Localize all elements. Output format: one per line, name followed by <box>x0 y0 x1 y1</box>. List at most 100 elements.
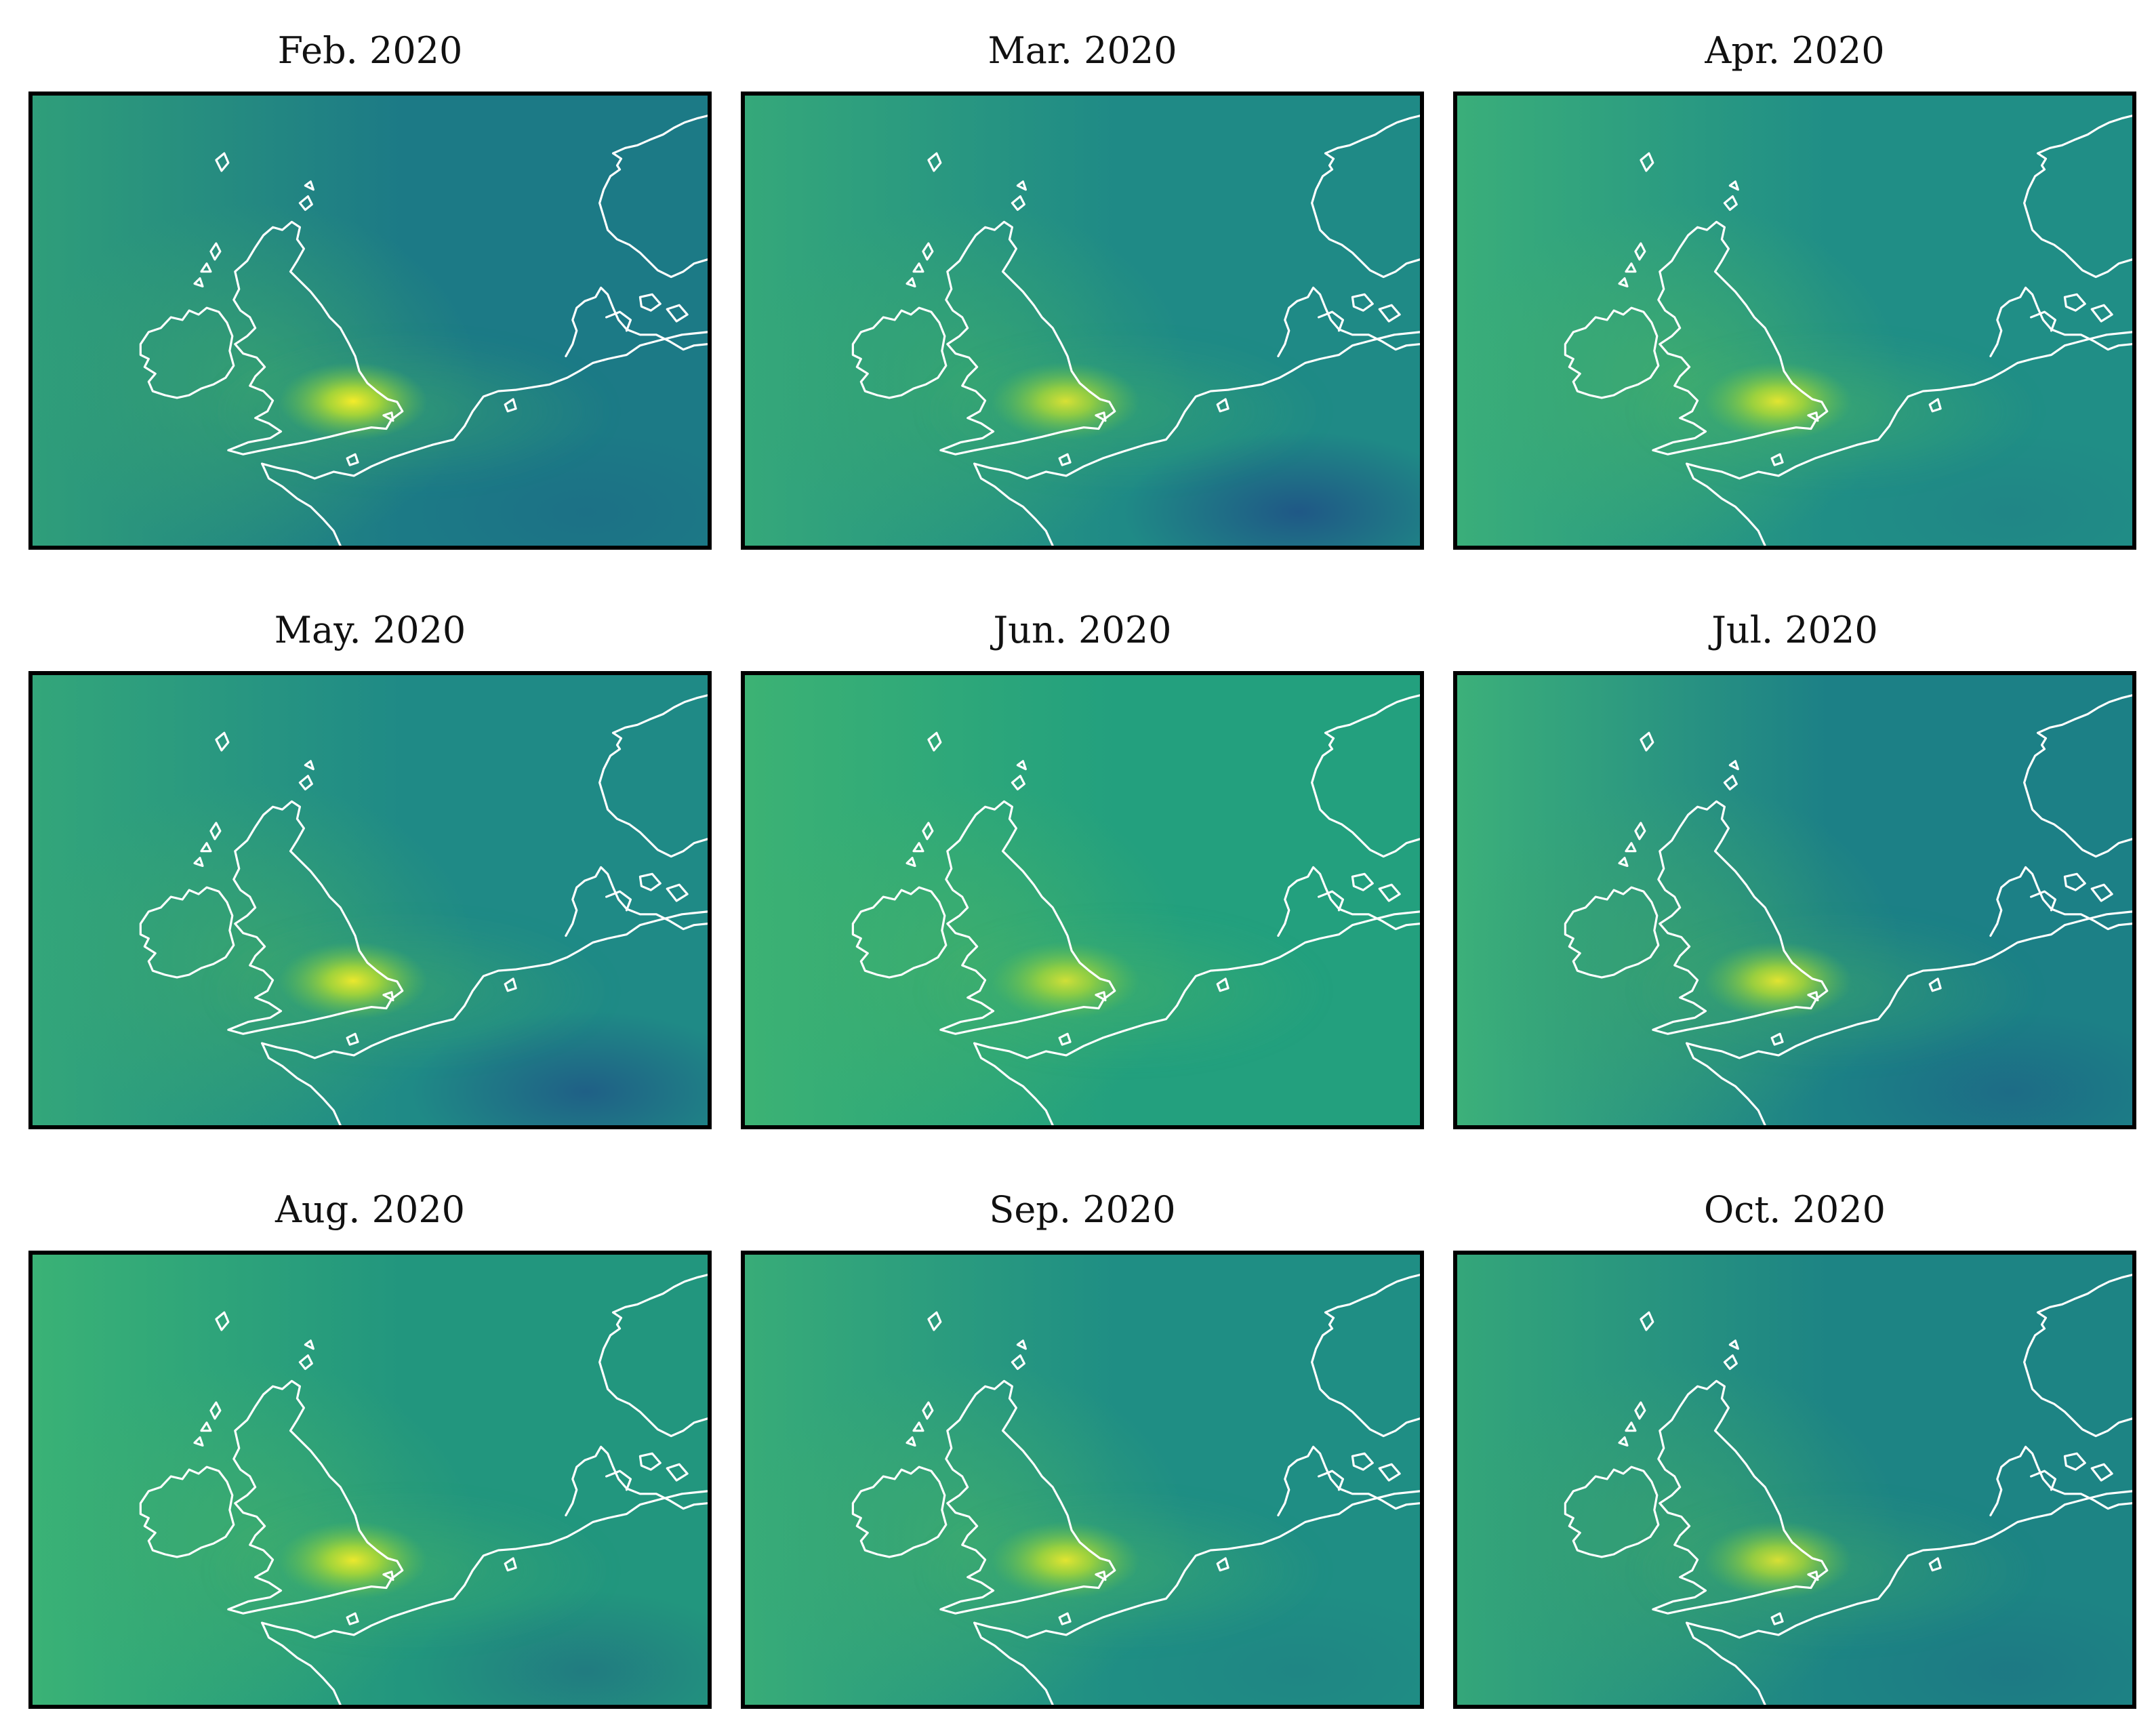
coastline-france <box>261 331 708 480</box>
coastline-denmark <box>565 1445 708 1517</box>
coastline-denmark <box>1989 286 2132 358</box>
coastline-channel <box>1770 411 1819 466</box>
coastline-channel <box>346 991 394 1046</box>
coastline-islands_ne <box>1928 1557 1942 1572</box>
coastline-ireland <box>139 886 235 979</box>
coastline-channel <box>1058 1571 1107 1625</box>
panel-title: Mar. 2020 <box>988 29 1177 72</box>
coastline-channel <box>1058 411 1107 466</box>
coastline-shetland <box>1640 1311 1654 1331</box>
coastline-france <box>973 331 1420 480</box>
coastline-shetland <box>215 152 230 172</box>
map-panel-mar-2020: Mar. 2020 <box>741 17 1424 557</box>
coastline-orkney <box>1011 760 1027 791</box>
london-hotspot <box>991 942 1140 1020</box>
coastline-brittany <box>1686 1042 1766 1125</box>
coastline-france <box>973 1490 1420 1639</box>
coastlines <box>851 694 1420 1125</box>
coastline-orkney <box>298 180 314 211</box>
map-panel-aug-2020: Aug. 2020 <box>28 1176 712 1716</box>
coastline-hebrides <box>1618 822 1646 868</box>
coastline-shetland <box>215 731 230 752</box>
coastline-hebrides <box>906 822 934 868</box>
coastline-brittany <box>973 1042 1054 1125</box>
map-panel-feb-2020: Feb. 2020 <box>28 17 712 557</box>
concentration-map <box>745 1255 1420 1705</box>
concentration-map <box>1457 96 2132 546</box>
coastline-france <box>1686 331 2132 480</box>
coastlines <box>851 1274 1420 1705</box>
coastlines <box>139 694 708 1125</box>
coastline-orkney <box>1723 1339 1739 1371</box>
coastline-orkney <box>298 1339 314 1371</box>
map-frame <box>741 92 1424 550</box>
coastline-france <box>1686 910 2132 1059</box>
coastline-denmark <box>1277 866 1420 937</box>
panel-title: Sep. 2020 <box>989 1188 1176 1231</box>
map-panel-jul-2020: Jul. 2020 <box>1453 596 2136 1136</box>
coastline-france <box>973 910 1420 1059</box>
coastline-britain <box>939 1379 1116 1615</box>
coastline-norway <box>2023 694 2132 858</box>
coastline-hebrides <box>906 242 934 288</box>
map-frame <box>28 671 712 1129</box>
london-hotspot <box>991 362 1140 441</box>
coastline-orkney <box>1011 180 1027 211</box>
coastline-france <box>261 1490 708 1639</box>
map-panel-apr-2020: Apr. 2020 <box>1453 17 2136 557</box>
coastline-ireland <box>139 306 235 399</box>
coastline-hebrides <box>193 242 222 288</box>
coastline-brittany <box>1686 462 1766 546</box>
map-panel-oct-2020: Oct. 2020 <box>1453 1176 2136 1716</box>
coastline-norway <box>2023 115 2132 279</box>
concentration-map <box>1457 1255 2132 1705</box>
coastline-france <box>1686 1490 2132 1639</box>
coastline-orkney <box>1723 760 1739 791</box>
coastline-channel <box>346 1571 394 1625</box>
london-hotspot <box>279 942 428 1020</box>
map-frame <box>1453 1251 2136 1709</box>
coastline-britain <box>227 800 404 1035</box>
coastline-islands_ne <box>1216 1557 1229 1572</box>
coastline-islands_ne <box>504 977 517 992</box>
coastline-brittany <box>973 462 1054 546</box>
london-hotspot <box>1703 942 1852 1020</box>
london-hotspot <box>1703 362 1852 441</box>
coastlines <box>139 1274 708 1705</box>
coastline-ireland <box>1564 886 1660 979</box>
panel-title: May. 2020 <box>274 609 466 651</box>
coastline-islands_ne <box>504 1557 517 1572</box>
coastline-hebrides <box>193 822 222 868</box>
map-frame <box>1453 92 2136 550</box>
coastline-islands_ne <box>1928 977 1942 992</box>
panel-title: Jun. 2020 <box>993 609 1172 651</box>
coastline-norway <box>598 694 708 858</box>
coastlines <box>139 115 708 546</box>
coastline-orkney <box>298 760 314 791</box>
map-panel-may-2020: May. 2020 <box>28 596 712 1136</box>
coastlines <box>1564 1274 2132 1705</box>
london-hotspot <box>279 362 428 441</box>
london-hotspot <box>1703 1521 1852 1600</box>
concentration-map <box>33 96 708 546</box>
coastline-britain <box>1652 800 1829 1035</box>
coastline-shetland <box>927 731 942 752</box>
coastline-norway <box>1311 115 1420 279</box>
coastline-denmark <box>565 866 708 937</box>
map-panel-jun-2020: Jun. 2020 <box>741 596 1424 1136</box>
coastline-denmark <box>1277 286 1420 358</box>
coastline-brittany <box>261 462 342 546</box>
concentration-map <box>745 96 1420 546</box>
coastline-orkney <box>1723 180 1739 211</box>
coastline-denmark <box>1989 866 2132 937</box>
panel-title: Apr. 2020 <box>1705 29 1885 72</box>
map-frame <box>1453 671 2136 1129</box>
coastline-shetland <box>927 1311 942 1331</box>
map-frame <box>741 1251 1424 1709</box>
coastline-channel <box>1058 991 1107 1046</box>
coastline-islands_ne <box>1216 398 1229 413</box>
coastline-channel <box>1770 991 1819 1046</box>
coastline-brittany <box>1686 1621 1766 1705</box>
coastlines <box>1564 115 2132 546</box>
coastline-norway <box>598 1274 708 1438</box>
